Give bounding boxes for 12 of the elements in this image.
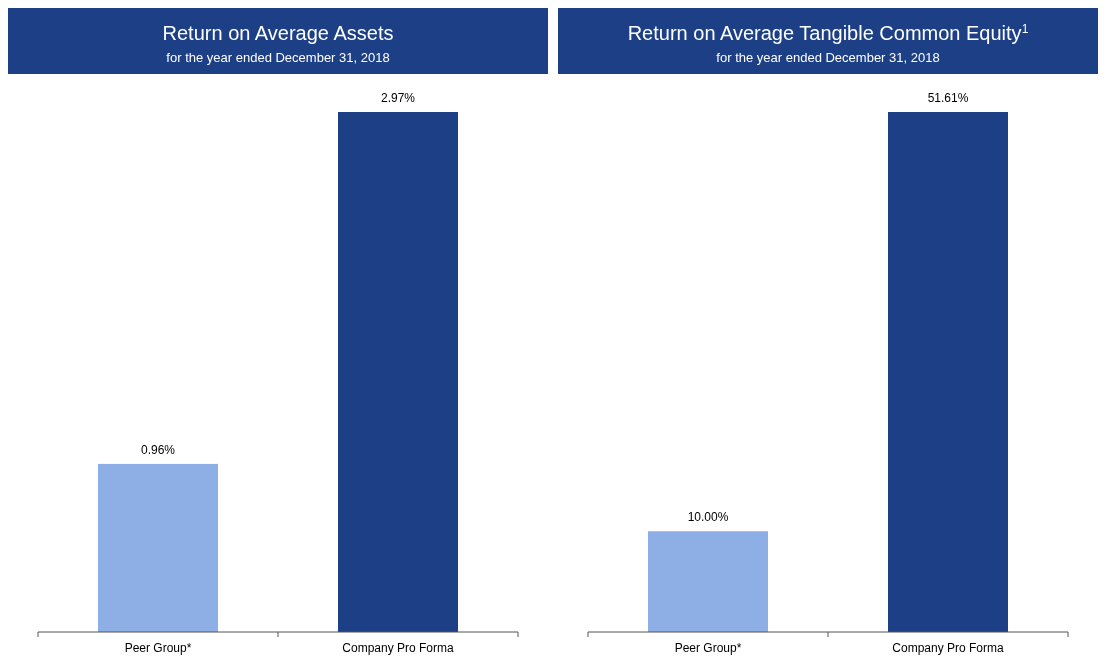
chart-title: Return on Average Assets (162, 22, 394, 44)
data-label: 51.61% (927, 91, 969, 105)
x-tick-label: Peer Group* (674, 641, 742, 655)
x-tick-label: Company Pro Forma (342, 641, 455, 655)
chart-subtitle: for the year ended December 31, 2018 (716, 50, 940, 65)
chart-title: Return on Average Tangible Common Equity$^{1}$ (627, 22, 1029, 44)
x-tick-label: Company Pro Forma (892, 641, 1005, 655)
chart-subtitle: for the year ended December 31, 2018 (166, 50, 390, 65)
x-tick-label: Peer Group* (124, 641, 192, 655)
data-label: 10.00% (687, 510, 729, 525)
data-label: 2.97% (380, 91, 416, 105)
data-label: 0.96% (140, 442, 176, 457)
